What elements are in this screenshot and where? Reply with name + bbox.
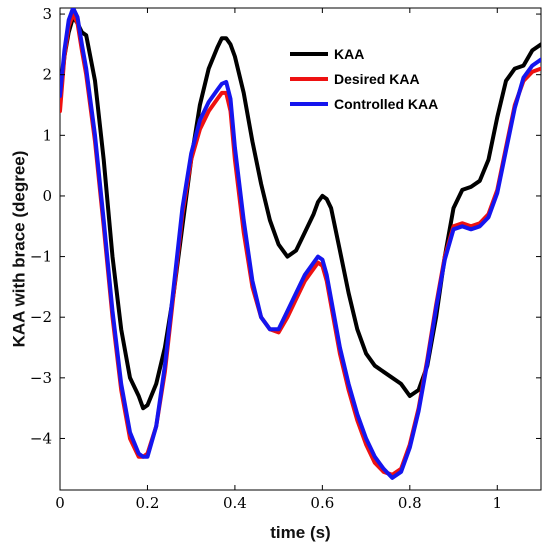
x-tick-label: 0.8 (398, 494, 422, 512)
y-tick-label: 1 (42, 126, 52, 144)
series-layer (60, 8, 541, 480)
x-tick-label: 0 (55, 494, 65, 512)
y-tick-label: −1 (30, 248, 52, 266)
x-tick-label: 0.2 (136, 494, 160, 512)
x-tick-label: 0.4 (223, 494, 247, 512)
y-tick-label: 2 (42, 66, 52, 84)
y-tick-label: −4 (30, 429, 52, 447)
series-line-kaa (60, 15, 541, 411)
legend-label-desired-kaa: Desired KAA (334, 71, 420, 87)
y-axis-label: KAA with brace (degree) (9, 151, 28, 348)
legend-label-kaa: KAA (334, 46, 364, 62)
y-tick-label: 0 (42, 187, 52, 205)
y-tick-label: −3 (30, 369, 52, 387)
plot-frame (59, 7, 542, 491)
x-axis-label: time (s) (270, 523, 330, 542)
y-tick-label: −2 (30, 308, 52, 326)
series-line-controlled-kaa (60, 8, 541, 480)
legend-label-controlled-kaa: Controlled KAA (334, 96, 438, 112)
x-tick-label: 0.6 (310, 494, 334, 512)
y-tick-label: 3 (42, 5, 52, 23)
x-tick-label: 1 (492, 494, 502, 512)
legend: KAA Desired KAA Controlled KAA (290, 46, 438, 112)
plot-area: 0 0.2 0.4 0.6 0.8 1 3 2 1 0 −1 −2 −3 −4 (30, 5, 542, 512)
tick-layer: 0 0.2 0.4 0.6 0.8 1 3 2 1 0 −1 −2 −3 −4 (30, 5, 541, 512)
